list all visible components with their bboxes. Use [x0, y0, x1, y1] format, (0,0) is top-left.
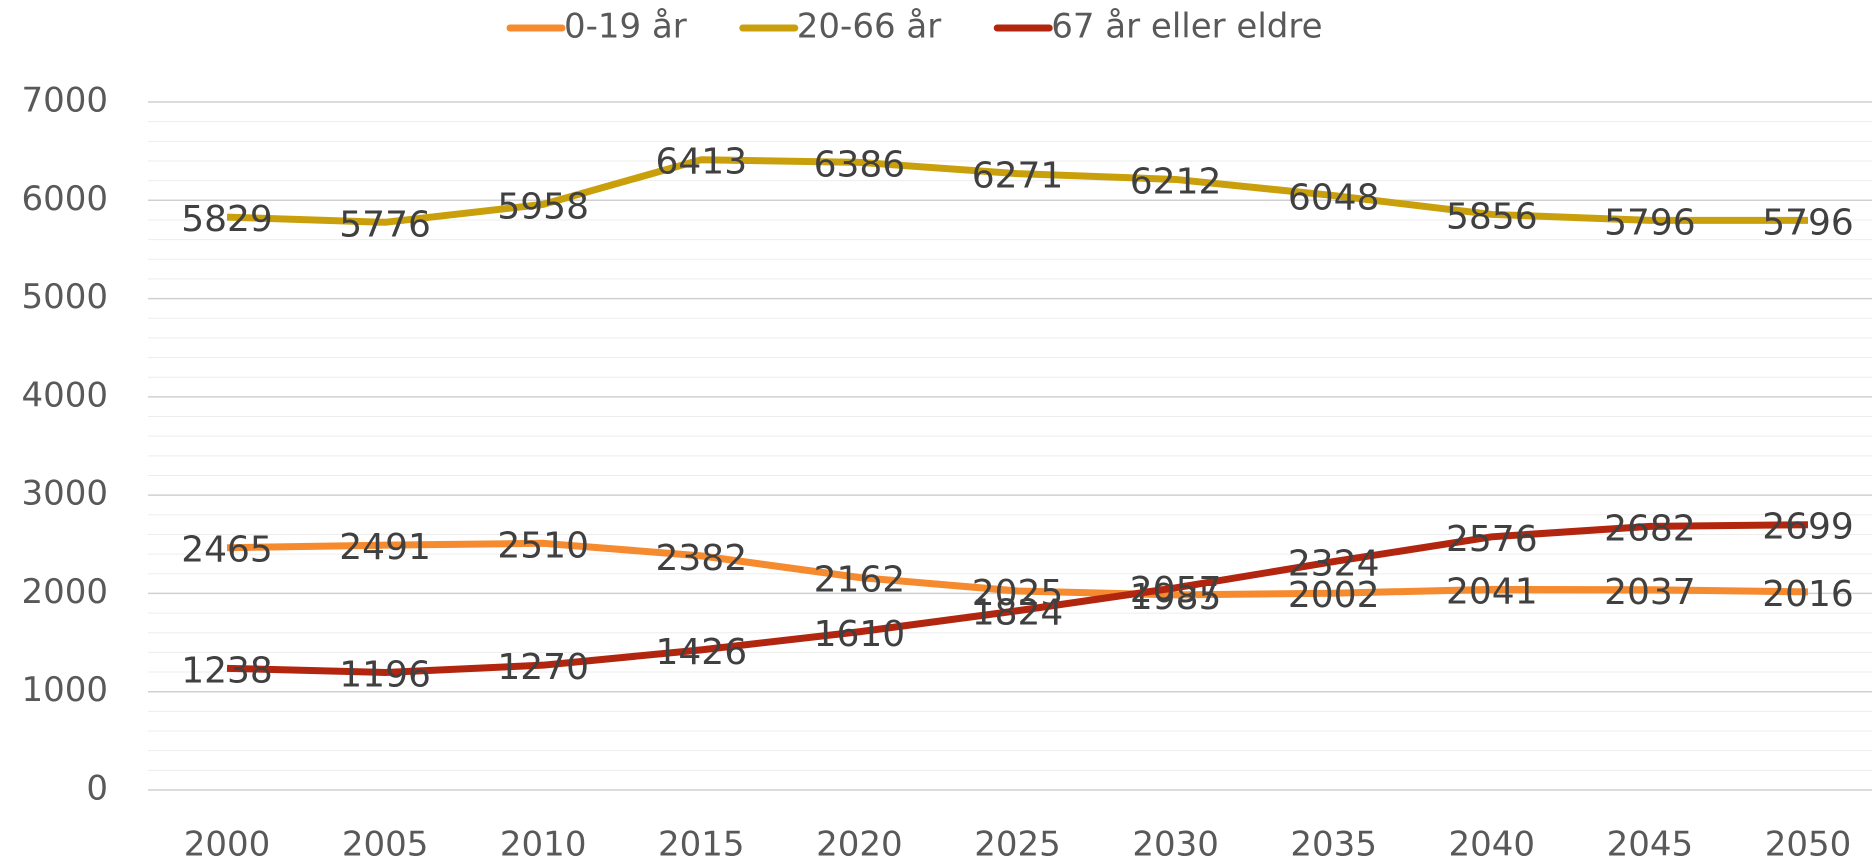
data-label: 1610 [814, 614, 906, 655]
data-label: 2465 [181, 530, 273, 571]
data-label: 5958 [497, 186, 589, 227]
data-label: 6048 [1288, 178, 1380, 219]
x-tick-label: 2025 [974, 825, 1061, 864]
y-tick-label: 5000 [21, 277, 108, 317]
legend-label: 67 år eller eldre [1051, 7, 1322, 47]
x-tick-label: 2035 [1290, 825, 1377, 864]
data-label: 6413 [655, 142, 747, 183]
data-label: 6271 [972, 156, 1064, 197]
data-label: 2510 [497, 525, 589, 566]
data-label: 2576 [1446, 519, 1538, 560]
x-tick-label: 2015 [658, 825, 745, 864]
data-label: 2491 [339, 527, 431, 568]
data-label: 1196 [339, 654, 431, 695]
data-label: 5829 [181, 199, 273, 240]
y-tick-label: 7000 [21, 81, 108, 121]
data-label: 5856 [1446, 196, 1538, 237]
data-label: 2041 [1446, 571, 1538, 612]
data-label: 2002 [1288, 575, 1380, 616]
x-tick-label: 2010 [500, 825, 587, 864]
y-tick-label: 1000 [21, 670, 108, 710]
series-line [226, 539, 1809, 599]
y-tick-label: 6000 [21, 179, 108, 219]
x-tick-label: 2050 [1765, 825, 1852, 864]
data-label: 1270 [497, 647, 589, 688]
series-line [226, 521, 1809, 676]
data-label: 2382 [655, 538, 747, 579]
y-tick-label: 3000 [21, 474, 108, 514]
data-label: 1426 [655, 632, 747, 673]
data-label: 5796 [1604, 202, 1696, 243]
x-tick-label: 2005 [342, 825, 429, 864]
data-label: 6386 [814, 144, 906, 185]
data-label: 2162 [814, 560, 906, 601]
x-tick-label: 2000 [184, 825, 271, 864]
data-label: 6212 [1130, 161, 1222, 202]
x-tick-label: 2030 [1132, 825, 1219, 864]
data-label: 2699 [1762, 507, 1854, 548]
y-tick-label: 0 [86, 769, 108, 809]
series-line [226, 156, 1808, 226]
data-label: 2682 [1604, 508, 1696, 549]
y-tick-label: 4000 [21, 375, 108, 415]
data-label: 2324 [1288, 544, 1380, 585]
legend-label: 20-66 år [797, 7, 941, 47]
x-tick-label: 2020 [816, 825, 903, 864]
data-label: 5796 [1762, 202, 1854, 243]
y-tick-label: 2000 [21, 572, 108, 612]
data-label: 2037 [1604, 572, 1696, 613]
data-label: 1238 [181, 650, 273, 691]
data-label: 2016 [1762, 574, 1854, 615]
data-label: 2057 [1130, 570, 1222, 611]
x-tick-label: 2040 [1449, 825, 1536, 864]
x-tick-label: 2045 [1607, 825, 1694, 864]
data-label: 1824 [972, 593, 1064, 634]
legend-label: 0-19 år [564, 7, 687, 47]
data-label: 5776 [339, 204, 431, 245]
